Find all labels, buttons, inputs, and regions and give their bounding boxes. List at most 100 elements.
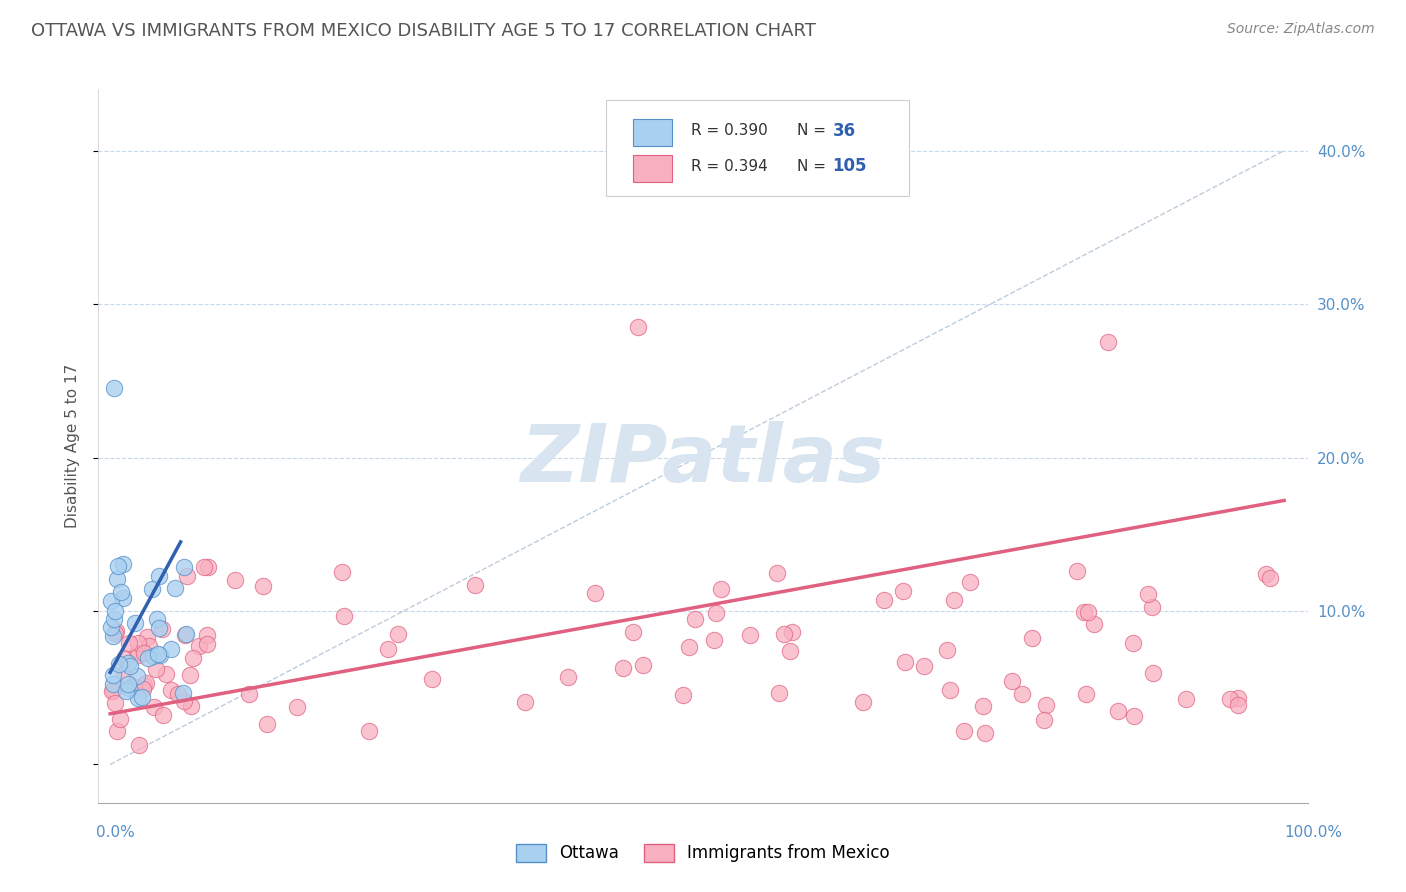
Point xyxy=(332,609,354,624)
Text: R = 0.394: R = 0.394 xyxy=(690,159,768,174)
Point xyxy=(1011,688,1033,702)
Point xyxy=(115,683,138,698)
Point xyxy=(103,381,125,395)
Point xyxy=(127,648,149,662)
Point xyxy=(127,636,149,650)
Point xyxy=(583,586,606,600)
Point xyxy=(104,604,127,618)
Point xyxy=(1174,692,1197,706)
Point xyxy=(1001,673,1024,688)
Point xyxy=(1097,335,1119,350)
Point xyxy=(101,667,124,681)
Point xyxy=(1227,690,1250,705)
Point xyxy=(1226,698,1249,712)
Point xyxy=(117,676,139,690)
Bar xyxy=(633,120,672,146)
Point xyxy=(101,628,124,642)
Point xyxy=(912,659,935,673)
Point xyxy=(387,626,409,640)
Point xyxy=(891,584,914,599)
Point xyxy=(1122,708,1144,723)
Text: 0.0%: 0.0% xyxy=(96,825,135,840)
Point xyxy=(959,575,981,590)
Point xyxy=(108,657,131,672)
Point xyxy=(160,682,183,697)
Point xyxy=(631,657,654,672)
Point xyxy=(1219,691,1241,706)
Point xyxy=(111,591,134,605)
Point xyxy=(420,672,443,686)
Text: ZIPatlas: ZIPatlas xyxy=(520,421,886,500)
Point xyxy=(1073,606,1095,620)
Point xyxy=(703,632,725,647)
Point xyxy=(873,592,896,607)
Point xyxy=(108,712,131,726)
Point xyxy=(132,681,155,696)
Point xyxy=(103,612,125,626)
Point xyxy=(101,683,124,698)
Point xyxy=(612,661,634,675)
Point xyxy=(112,557,135,571)
Point xyxy=(513,695,536,709)
Point xyxy=(285,700,308,714)
Point xyxy=(683,612,706,626)
Point xyxy=(779,643,801,657)
Point xyxy=(174,628,197,642)
Point xyxy=(193,560,215,574)
Point xyxy=(118,681,141,695)
Point xyxy=(780,625,803,640)
Point xyxy=(135,676,157,690)
Point xyxy=(128,738,150,752)
Point xyxy=(1074,687,1097,701)
Legend: Ottawa, Immigrants from Mexico: Ottawa, Immigrants from Mexico xyxy=(516,844,890,863)
Point xyxy=(120,658,142,673)
Point xyxy=(377,642,399,657)
Point xyxy=(134,646,156,660)
Point xyxy=(195,628,218,642)
Point xyxy=(125,669,148,683)
Point xyxy=(148,568,170,582)
Text: OTTAWA VS IMMIGRANTS FROM MEXICO DISABILITY AGE 5 TO 17 CORRELATION CHART: OTTAWA VS IMMIGRANTS FROM MEXICO DISABIL… xyxy=(31,22,815,40)
Point xyxy=(973,726,995,740)
Point xyxy=(953,724,976,739)
Point xyxy=(942,593,965,607)
Text: 36: 36 xyxy=(832,121,855,139)
Text: 100.0%: 100.0% xyxy=(1285,825,1343,840)
Point xyxy=(146,612,169,626)
Point xyxy=(179,668,201,682)
Point xyxy=(112,652,135,666)
Point xyxy=(100,684,122,698)
Point xyxy=(132,677,155,691)
Point xyxy=(678,640,700,655)
Point xyxy=(252,579,274,593)
Point xyxy=(851,695,873,709)
Point xyxy=(893,655,915,669)
Point xyxy=(195,637,218,651)
Point xyxy=(768,686,790,700)
Point xyxy=(128,690,150,705)
Point xyxy=(224,573,246,587)
Point xyxy=(1254,566,1277,581)
Point xyxy=(172,686,194,700)
Point xyxy=(197,560,219,574)
Point xyxy=(148,621,170,635)
Point xyxy=(180,699,202,714)
Point xyxy=(124,680,146,694)
Point xyxy=(357,724,380,739)
Point xyxy=(704,606,727,620)
Point xyxy=(136,630,159,644)
Point xyxy=(112,666,135,681)
Point xyxy=(131,690,153,704)
Point xyxy=(330,566,353,580)
Point xyxy=(1122,635,1144,649)
Point xyxy=(1136,587,1159,601)
Point xyxy=(155,667,177,681)
Point xyxy=(148,648,170,663)
Point xyxy=(152,708,174,723)
Point xyxy=(107,558,129,573)
Y-axis label: Disability Age 5 to 17: Disability Age 5 to 17 xyxy=(65,364,80,528)
Point xyxy=(181,650,204,665)
Point xyxy=(125,646,148,660)
Point xyxy=(166,687,188,701)
Point xyxy=(1021,631,1043,645)
